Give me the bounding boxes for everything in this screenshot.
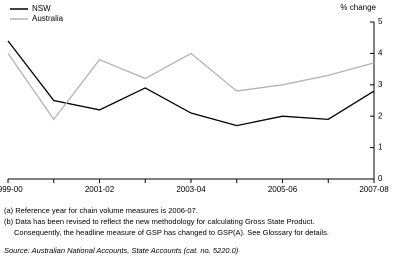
y-tick-label: 5 (378, 17, 383, 26)
legend-label: NSW (32, 4, 51, 13)
footnote: Consequently, the headline measure of GS… (14, 228, 329, 237)
series-line (7, 52, 375, 121)
footnote: (a) Reference year for chain volume meas… (4, 206, 198, 215)
x-tick-label: 1999-00 (0, 185, 23, 194)
y-tick-label: 0 (378, 174, 383, 183)
y-tick-label: 4 (378, 49, 383, 58)
y-tick-label: 2 (378, 111, 383, 120)
y-tick-label: 1 (378, 143, 383, 152)
footnote: (b) Data has been revised to reflect the… (4, 217, 315, 226)
x-tick-label: 2005-06 (268, 185, 298, 194)
x-tick-label: 2001-02 (85, 185, 115, 194)
legend-label: Australia (32, 14, 64, 23)
x-tick-label: 2003-04 (176, 185, 206, 194)
y-tick-label: 3 (378, 80, 383, 89)
source: Source: Australian National Accounts, St… (4, 246, 239, 255)
x-tick-label: 2007-08 (359, 185, 389, 194)
series-line (7, 40, 375, 127)
y-axis-label: % change (340, 3, 376, 12)
